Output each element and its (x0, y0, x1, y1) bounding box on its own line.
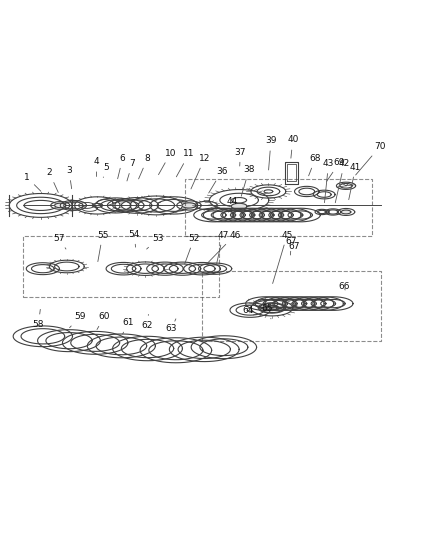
Polygon shape (340, 210, 350, 214)
Text: 44: 44 (226, 197, 243, 211)
Text: 69: 69 (326, 158, 344, 181)
Text: 36: 36 (208, 167, 227, 193)
Text: 70: 70 (355, 142, 385, 175)
Text: 1: 1 (24, 173, 41, 191)
Text: 12: 12 (191, 154, 210, 189)
Text: 66: 66 (337, 281, 349, 290)
Polygon shape (54, 203, 66, 208)
Text: 43: 43 (322, 159, 333, 203)
Text: 57: 57 (53, 233, 66, 249)
Text: 3: 3 (66, 166, 72, 189)
Text: 63: 63 (166, 319, 177, 333)
Text: 52: 52 (184, 233, 199, 264)
Text: 62: 62 (141, 314, 153, 330)
Text: 8: 8 (138, 154, 150, 179)
Text: 68: 68 (308, 154, 321, 176)
Text: 60: 60 (97, 312, 110, 329)
Text: 6: 6 (117, 154, 125, 179)
Text: 65: 65 (261, 304, 272, 319)
Text: 11: 11 (176, 149, 194, 177)
Text: 47: 47 (216, 231, 228, 264)
Text: 7: 7 (127, 159, 135, 181)
Text: 59: 59 (70, 312, 85, 328)
Text: 55: 55 (97, 231, 108, 262)
Text: 67: 67 (287, 242, 299, 251)
Polygon shape (182, 203, 195, 208)
Text: 54: 54 (128, 230, 140, 247)
Text: 5: 5 (103, 163, 109, 177)
Text: 42: 42 (335, 159, 349, 203)
Text: 67: 67 (285, 237, 297, 255)
Text: 45: 45 (272, 231, 292, 284)
Text: 40: 40 (286, 135, 298, 158)
Text: 64: 64 (242, 299, 253, 314)
Text: 61: 61 (122, 318, 133, 334)
Text: 37: 37 (234, 148, 246, 166)
Text: 46: 46 (206, 231, 240, 264)
Text: 58: 58 (33, 309, 44, 328)
Polygon shape (231, 203, 247, 209)
Text: 10: 10 (158, 149, 176, 175)
Text: 4: 4 (93, 157, 99, 176)
Text: 53: 53 (146, 233, 164, 249)
Text: 2: 2 (46, 168, 58, 192)
Text: 41: 41 (348, 163, 360, 200)
Text: 38: 38 (241, 165, 254, 196)
Text: 39: 39 (265, 136, 276, 170)
